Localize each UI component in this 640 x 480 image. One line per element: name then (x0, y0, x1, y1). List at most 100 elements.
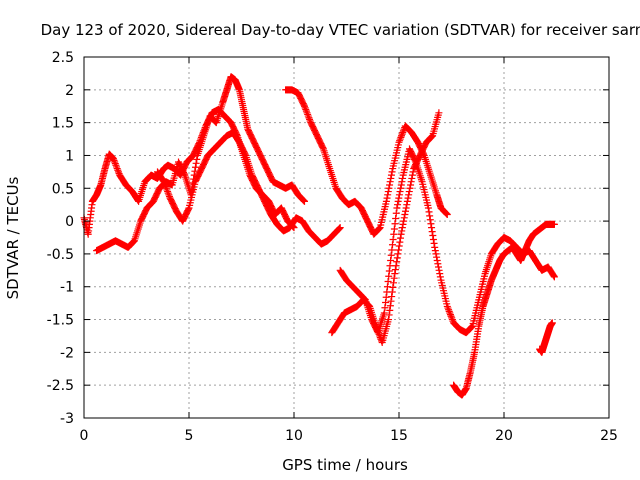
data-point-marker (395, 191, 403, 199)
data-point-marker (390, 274, 398, 282)
data-point-marker (301, 102, 308, 110)
data-point-marker (397, 181, 405, 189)
data-point-marker (428, 224, 436, 232)
data-point-marker (387, 256, 395, 264)
data-point-marker (300, 101, 308, 109)
data-point-marker (407, 181, 415, 189)
data-point-marker (395, 138, 403, 146)
data-point-marker (162, 184, 170, 192)
data-point-marker (436, 273, 444, 281)
x-tick-label: 5 (185, 428, 194, 444)
data-point-marker (386, 178, 394, 186)
data-point-marker (319, 144, 327, 152)
data-point-marker (392, 209, 400, 217)
data-point-marker (445, 306, 453, 314)
y-tick-label: -2 (60, 345, 74, 361)
data-point-marker (388, 168, 396, 176)
data-point-marker (429, 232, 437, 240)
data-point-marker (397, 230, 405, 238)
y-tick-label: -2.5 (47, 378, 74, 394)
data-point-marker (302, 106, 310, 114)
data-point-marker (160, 179, 168, 187)
data-point-marker (403, 197, 411, 205)
data-point-marker (435, 266, 443, 274)
data-point-marker (390, 230, 398, 238)
y-tick-label: 1.5 (52, 116, 74, 132)
x-tick-label: 10 (285, 428, 303, 444)
data-point-marker (394, 250, 402, 258)
y-tick-label: -1.5 (47, 313, 74, 329)
y-tick-label: 2.5 (52, 50, 74, 66)
data-point-marker (161, 181, 169, 189)
data-point-marker (392, 214, 400, 222)
data-point-marker (391, 266, 399, 274)
data-point-marker (400, 214, 408, 222)
data-point-marker (434, 260, 442, 268)
y-tick-label: -3 (60, 411, 74, 427)
y-tick-label: -0.5 (47, 247, 74, 263)
data-point-marker (395, 242, 403, 250)
series-track-h (536, 319, 556, 356)
data-point-marker (384, 191, 392, 199)
data-point-marker (386, 262, 394, 270)
data-point-marker (433, 256, 441, 264)
data-point-marker (396, 137, 404, 145)
data-point-marker (306, 115, 314, 123)
data-point-marker (399, 128, 407, 136)
data-point-marker (300, 197, 308, 205)
data-point-marker (396, 188, 404, 196)
data-point-marker (386, 306, 394, 314)
data-point-marker (113, 163, 121, 171)
data-point-marker (402, 204, 410, 212)
data-point-marker (434, 263, 442, 271)
data-point-marker (385, 316, 392, 324)
data-point-marker (442, 209, 450, 217)
data-point-marker (299, 196, 307, 204)
data-point-marker (398, 132, 406, 140)
data-point-marker (396, 135, 404, 143)
data-point-marker (380, 309, 388, 317)
data-point-marker (184, 205, 192, 213)
data-point-marker (446, 309, 454, 317)
data-point-marker (405, 188, 413, 196)
data-point-marker (467, 323, 475, 331)
chart-title: Day 123 of 2020, Sidereal Day-to-day VTE… (41, 21, 640, 39)
data-point-marker (382, 298, 390, 306)
y-tick-label: 2 (65, 83, 74, 99)
data-point-marker (407, 178, 415, 186)
data-point-marker (468, 323, 476, 331)
x-tick-label: 0 (80, 428, 89, 444)
data-point-marker (192, 163, 200, 171)
data-point-marker (424, 204, 432, 212)
data-point-marker (406, 184, 414, 192)
data-point-marker (114, 168, 122, 176)
data-point-marker (445, 307, 453, 315)
data-point-marker (335, 225, 343, 233)
data-point-marker (430, 239, 438, 247)
data-point-marker (446, 311, 454, 319)
data-point-marker (165, 191, 173, 199)
data-point-marker (428, 228, 436, 236)
data-point-marker (164, 189, 172, 197)
data-point-marker (160, 178, 168, 186)
data-point-marker (408, 174, 416, 182)
data-point-marker (401, 211, 409, 219)
data-point-marker (111, 160, 119, 168)
data-point-marker (383, 194, 391, 202)
data-point-marker (393, 204, 401, 212)
y-tick-label: 0.5 (52, 181, 74, 197)
data-point-marker (443, 210, 451, 218)
x-tick-label: 25 (600, 428, 618, 444)
y-tick-label: 1 (65, 148, 74, 164)
data-point-marker (304, 112, 312, 120)
data-point-marker (389, 235, 397, 243)
x-tick-label: 20 (495, 428, 513, 444)
data-point-marker (163, 186, 171, 194)
data-point-marker (405, 191, 413, 199)
data-point-marker (436, 270, 444, 278)
data-point-marker (193, 155, 201, 163)
data-point-marker (301, 104, 309, 112)
data-point-marker (429, 235, 437, 243)
data-point-marker (399, 127, 407, 135)
